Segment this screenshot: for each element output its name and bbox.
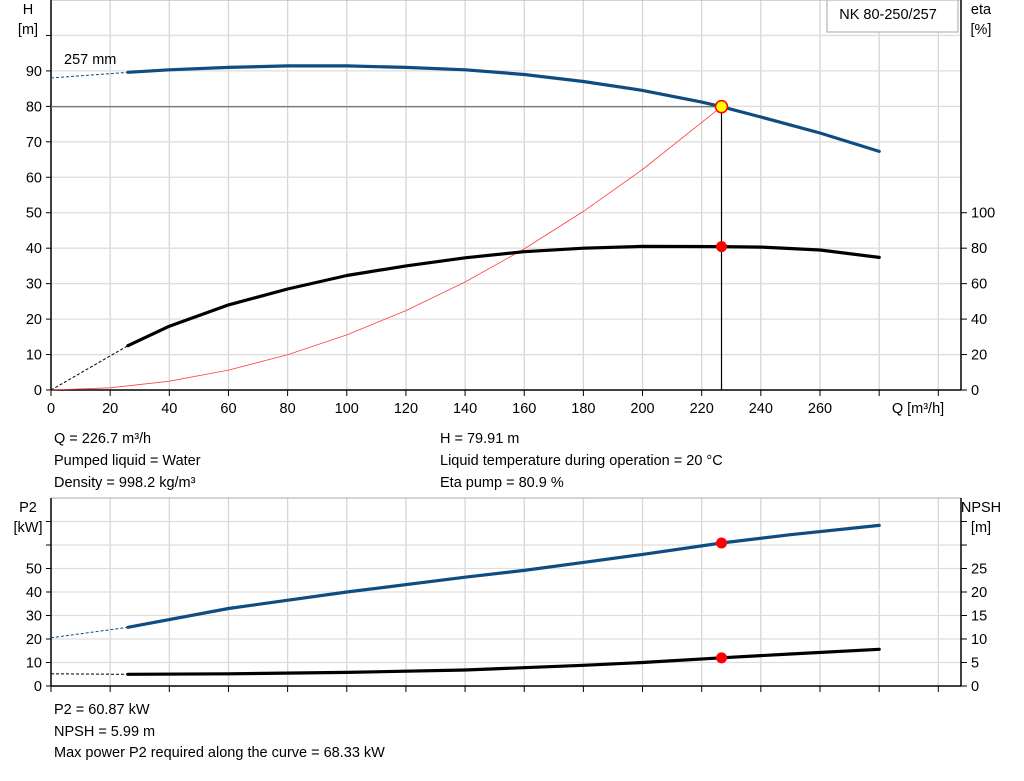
y-tick-label: 60 [26,170,42,186]
h-operating-point [714,99,729,114]
info-q: Q = 226.7 m³/h [54,431,152,447]
x-tick-label: 140 [453,401,477,417]
y-tick-label: 50 [26,562,42,578]
info-h: H = 79.91 m [440,431,520,447]
y2-axis-label: [m] [971,520,991,536]
y-axis-label: [kW] [14,520,43,536]
x-tick-label: 240 [749,401,773,417]
y-tick-label: 0 [34,679,42,695]
p2-curve-extrapolated-line [50,626,128,639]
y-axis-label: H [23,2,33,18]
y2-tick-label: 5 [971,656,979,672]
x-tick-label: 120 [394,401,418,417]
eta-curve-line [126,244,881,348]
y-tick-label: 10 [26,656,42,672]
x-tick-label: 260 [808,401,832,417]
y-tick-label: 90 [26,64,42,80]
eta-operating-point [716,241,728,253]
y2-tick-label: 20 [971,585,987,601]
p2-curve-line [126,523,881,629]
npsh-operating-point [716,652,728,664]
y2-axis-label: [%] [971,22,992,38]
y2-tick-label: 40 [971,312,987,328]
y-tick-label: 40 [26,241,42,257]
x-tick-label: 100 [335,401,359,417]
x-tick-label: 180 [571,401,595,417]
npsh-curve-line [126,647,881,676]
y-tick-label: 20 [26,312,42,328]
x-tick-label: 40 [161,401,177,417]
legend-box [826,0,959,33]
y-axis-label: [m] [18,22,38,38]
x-tick-label: 80 [280,401,296,417]
y-tick-label: 0 [34,383,42,399]
y2-tick-label: 10 [971,632,987,648]
h-curve-line [126,64,881,153]
y-tick-label: 30 [26,277,42,293]
impeller-diameter-label: 257 mm [64,52,116,68]
y-tick-label: 10 [26,348,42,364]
x-tick-label: 20 [102,401,118,417]
y2-tick-label: 0 [971,679,979,695]
y-tick-label: 70 [26,135,42,151]
y2-tick-label: 0 [971,383,979,399]
y2-tick-label: 100 [971,206,995,222]
legend-pump-model: NK 80-250/257 [839,7,937,23]
info-npsh: NPSH = 5.99 m [54,724,156,740]
npsh-curve-extrapolated-line [50,673,128,675]
y2-tick-label: 25 [971,562,987,578]
x-tick-label: 220 [690,401,714,417]
y-tick-label: 30 [26,609,42,625]
h-curve-extrapolated-line [50,71,128,79]
info-temperature: Liquid temperature during operation = 20… [440,453,723,469]
x-tick-label: 200 [630,401,654,417]
info-eta: Eta pump = 80.9 % [440,475,564,491]
p2-operating-point [716,537,728,549]
y-tick-label: 50 [26,206,42,222]
y2-axis-label: NPSH [961,500,1001,516]
info-density: Density = 998.2 kg/m³ [54,475,196,491]
info-liquid: Pumped liquid = Water [54,453,201,469]
info-max-power: Max power P2 required along the curve = … [54,745,385,761]
y-tick-label: 40 [26,585,42,601]
eta-curve-extrapolated-line [50,345,129,391]
x-axis-label: Q [m³/h] [892,401,944,417]
y-tick-label: 20 [26,632,42,648]
y2-tick-label: 20 [971,348,987,364]
x-tick-label: 0 [47,401,55,417]
y-tick-label: 80 [26,99,42,115]
x-tick-label: 160 [512,401,536,417]
y2-tick-label: 15 [971,609,987,625]
y2-axis-label: eta [971,2,992,18]
info-p2: P2 = 60.87 kW [54,702,150,718]
y2-tick-label: 60 [971,277,987,293]
y2-tick-label: 80 [971,241,987,257]
y-axis-label: P2 [19,500,37,516]
x-tick-label: 60 [220,401,236,417]
system-curve-line [50,106,722,391]
